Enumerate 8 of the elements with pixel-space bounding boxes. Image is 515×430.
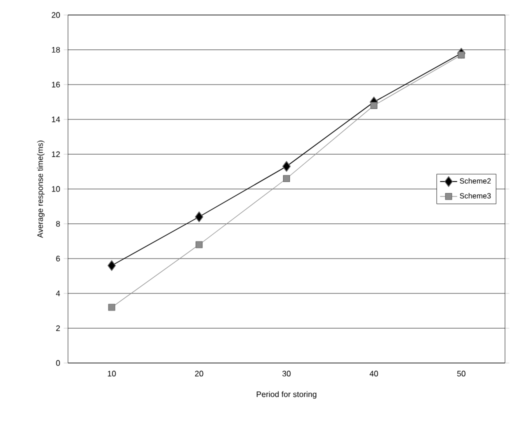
point [108,304,116,311]
point [108,260,116,271]
point [283,175,290,182]
point [196,241,203,248]
point [282,160,291,172]
point [194,211,204,222]
point [370,102,378,109]
point [458,52,465,59]
